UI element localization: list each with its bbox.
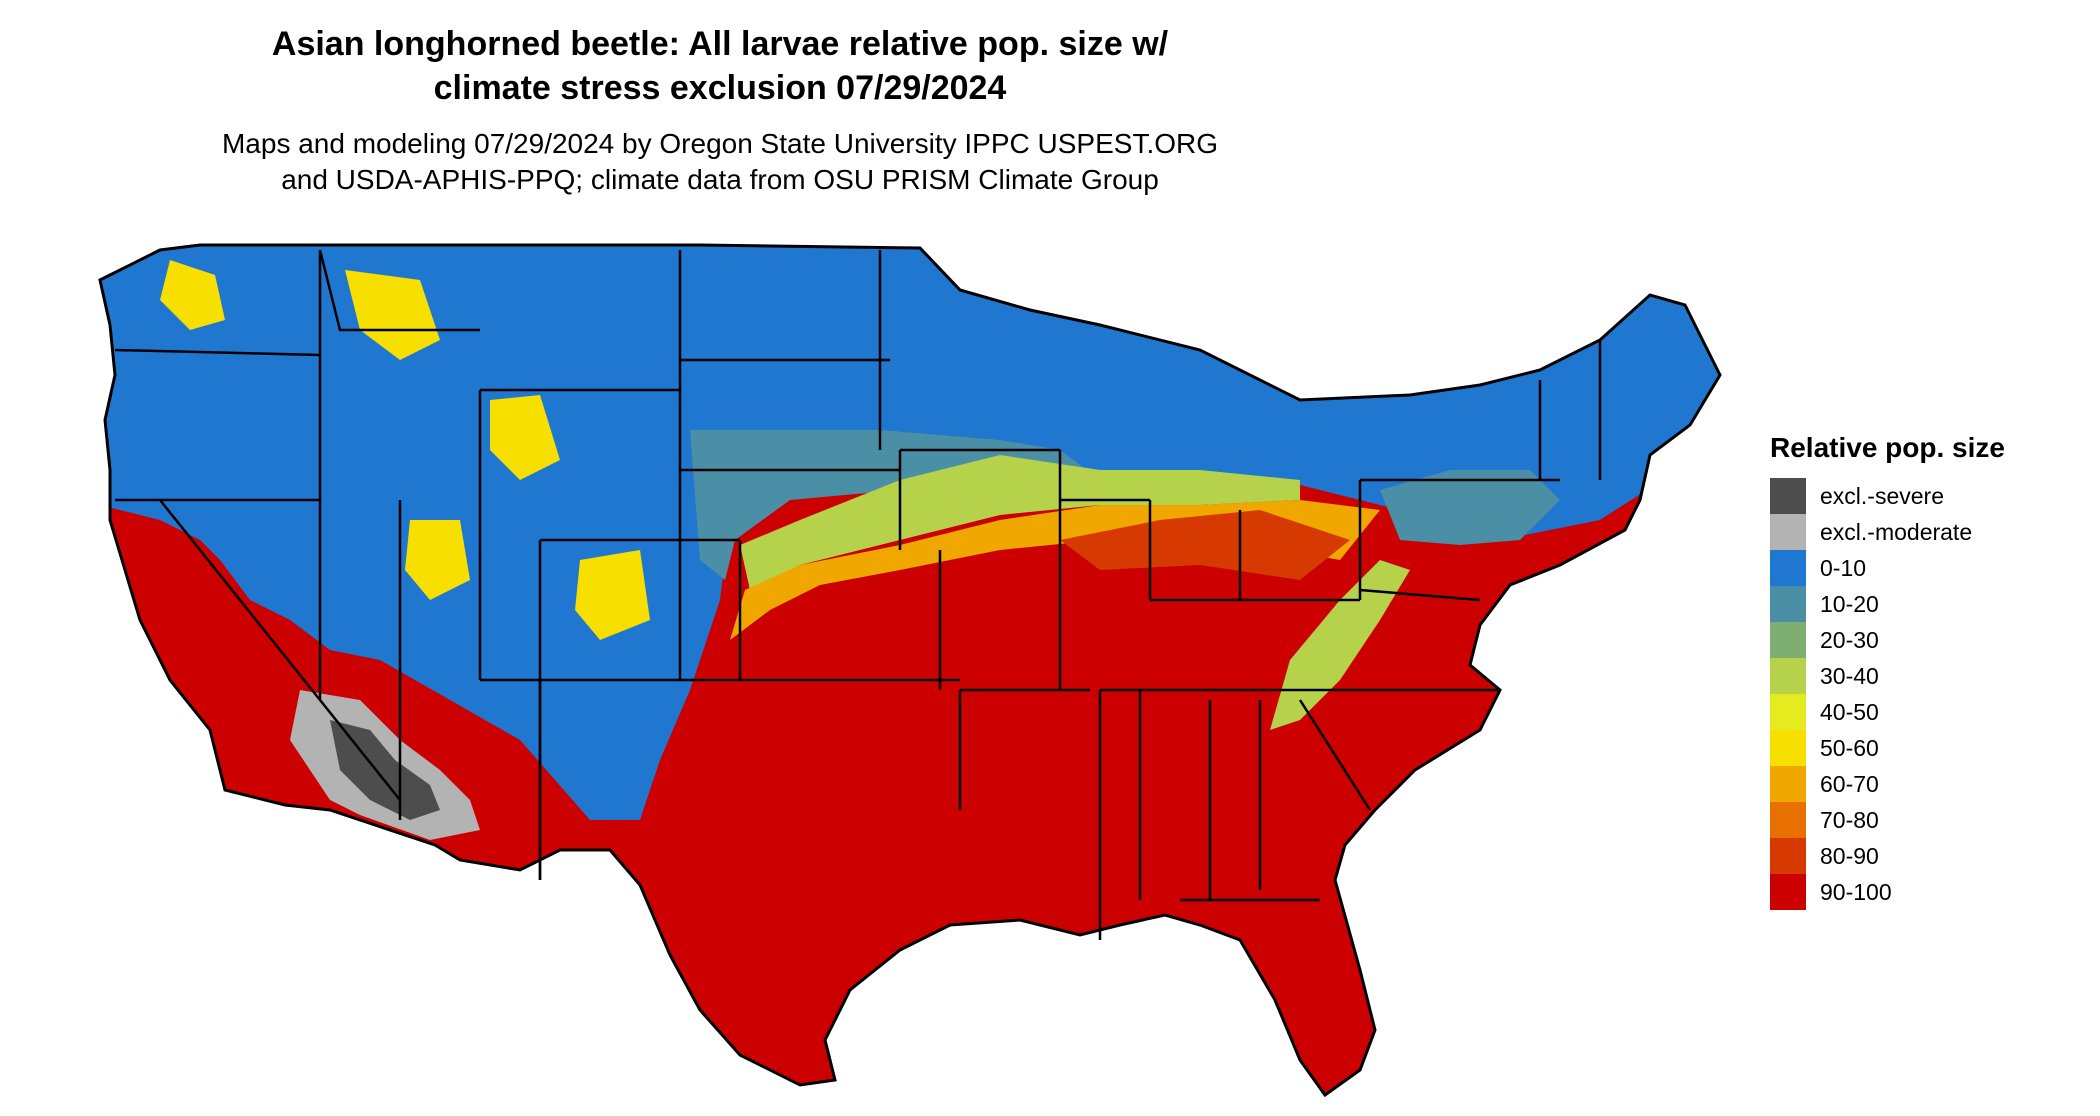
zone-mid-transition xyxy=(740,455,1300,590)
zone-southern-transition xyxy=(1060,510,1350,580)
map-title: Asian longhorned beetle: All larvae rela… xyxy=(271,25,1169,107)
legend-label: 70-80 xyxy=(1820,806,1879,833)
legend-item: 90-100 xyxy=(1770,874,2070,910)
legend-swatch xyxy=(1770,514,1806,550)
zone-mountain-yellow-4 xyxy=(575,550,650,640)
legend-item: 30-40 xyxy=(1770,658,2070,694)
legend-item: excl.-moderate xyxy=(1770,514,2070,550)
zone-appalachian xyxy=(1270,560,1410,730)
legend-swatch xyxy=(1770,658,1806,694)
legend-label: 90-100 xyxy=(1820,878,1892,905)
legend-item: 50-60 xyxy=(1770,730,2070,766)
zone-northeast-transition xyxy=(1380,470,1560,545)
us-outline xyxy=(98,243,1722,1098)
legend-label: 80-90 xyxy=(1820,842,1879,869)
zone-mountain-yellow-3 xyxy=(490,395,560,480)
legend-label: excl.-moderate xyxy=(1820,518,1973,545)
legend-swatch xyxy=(1770,730,1806,766)
legend-item: 60-70 xyxy=(1770,766,2070,802)
zone-mountain-yellow-2 xyxy=(345,270,440,360)
legend-label: excl.-severe xyxy=(1820,482,1944,509)
legend-swatch xyxy=(1770,694,1806,730)
legend-item: 20-30 xyxy=(1770,622,2070,658)
legend-swatch xyxy=(1770,478,1806,514)
zone-mountain-yellow-1 xyxy=(160,260,225,330)
legend-item: excl.-severe xyxy=(1770,478,2070,514)
us-population-map xyxy=(98,243,1722,1098)
map-subtitle: Maps and modeling 07/29/2024 by Oregon S… xyxy=(221,128,1219,195)
legend-item: 80-90 xyxy=(1770,838,2070,874)
legend: Relative pop. size excl.-severe excl.-mod… xyxy=(1770,430,2070,910)
legend-label: 20-30 xyxy=(1820,626,1879,653)
legend-swatch xyxy=(1770,766,1806,802)
state-boundaries xyxy=(114,249,1602,940)
legend-label: 40-50 xyxy=(1820,698,1879,725)
legend-item: 0-10 xyxy=(1770,550,2070,586)
zone-mountain-yellow-5 xyxy=(405,520,470,600)
zone-california-valley xyxy=(160,530,270,740)
legend-title: Relative pop. size xyxy=(1770,432,2005,463)
legend-item: 10-20 xyxy=(1770,586,2070,622)
legend-label: 50-60 xyxy=(1820,734,1879,761)
legend-swatch xyxy=(1770,874,1806,910)
legend-swatch xyxy=(1770,586,1806,622)
legend-label: 10-20 xyxy=(1820,590,1879,617)
legend-item: 70-80 xyxy=(1770,802,2070,838)
legend-label: 30-40 xyxy=(1820,662,1879,689)
legend-label: 60-70 xyxy=(1820,770,1879,797)
legend-item: 40-50 xyxy=(1770,694,2070,730)
legend-label: 0-10 xyxy=(1820,554,1867,581)
legend-swatch xyxy=(1770,838,1806,874)
legend-swatch xyxy=(1770,802,1806,838)
legend-swatch xyxy=(1770,550,1806,586)
legend-swatch xyxy=(1770,622,1806,658)
